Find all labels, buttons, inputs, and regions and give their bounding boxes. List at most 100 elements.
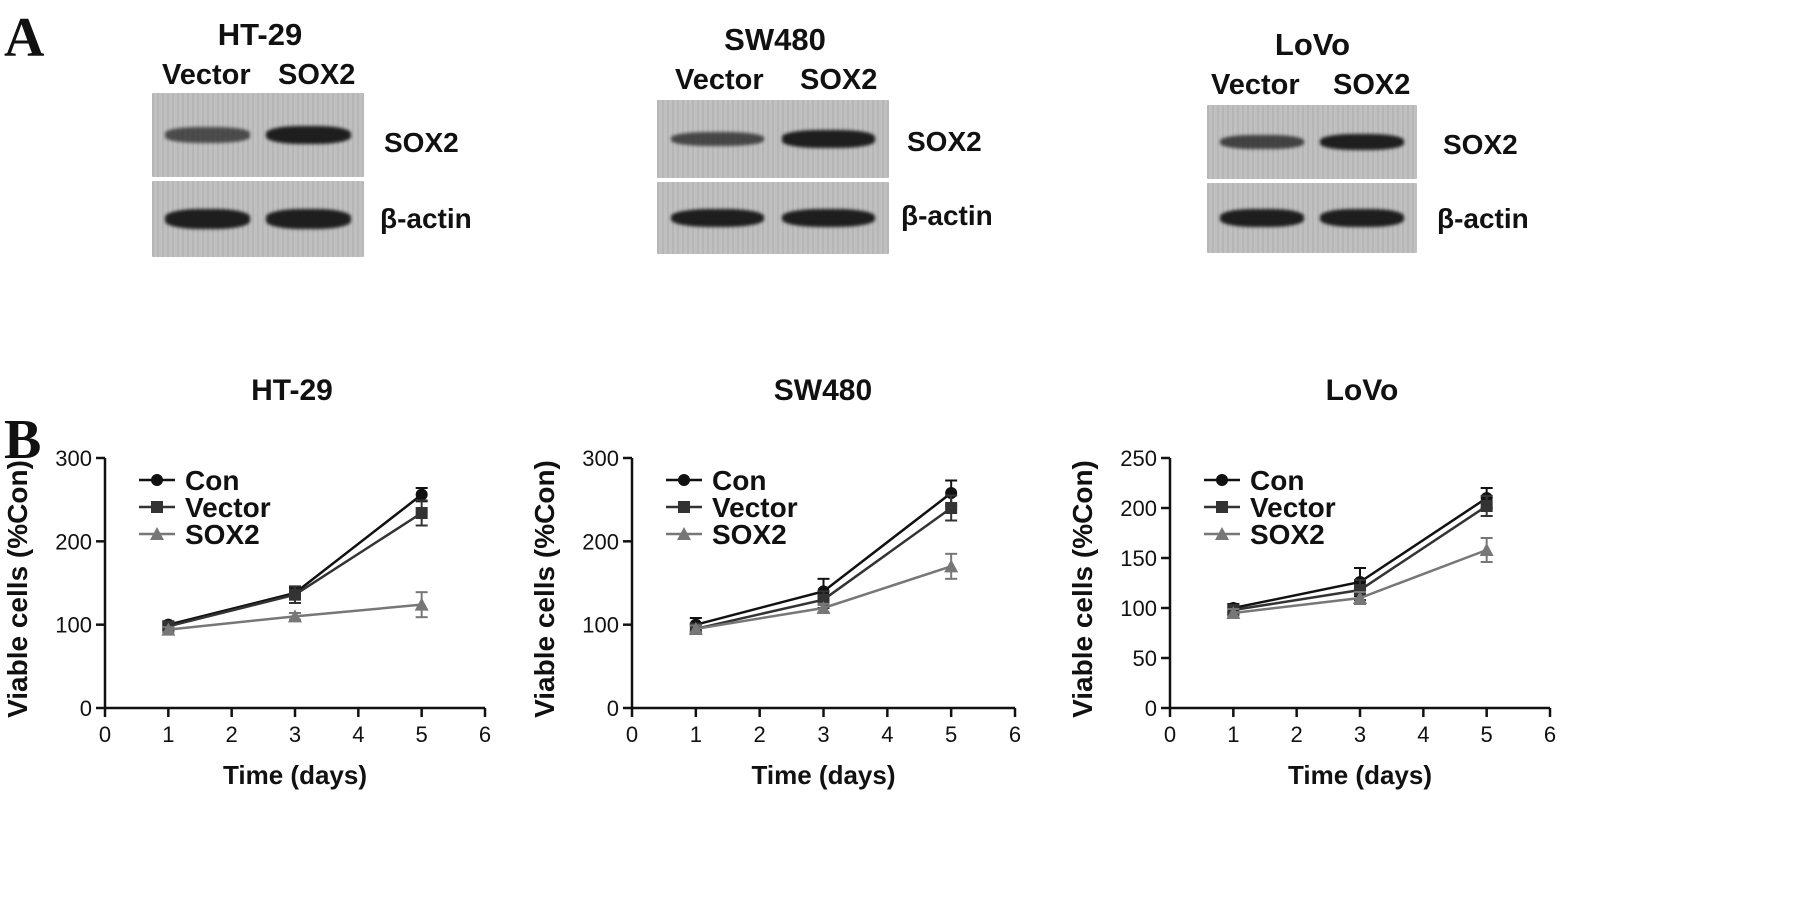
data-point-vector <box>1480 500 1493 512</box>
x-tick-label: 5 <box>945 722 957 747</box>
data-point-sox2 <box>1479 543 1494 556</box>
blot-strip-sox2 <box>1207 105 1417 179</box>
data-point-vector <box>415 507 428 519</box>
x-tick-label: 2 <box>1291 722 1303 747</box>
data-point-sox2 <box>816 601 831 614</box>
x-tick-label: 4 <box>1417 722 1429 747</box>
y-tick-label: 150 <box>1120 546 1157 571</box>
x-tick-label: 0 <box>99 722 111 747</box>
data-point-vector <box>817 593 830 606</box>
y-tick-label: 200 <box>582 529 619 554</box>
chart-sw480: SW480 0 1 2 3 4 5 6 0 100 200 300 Time (days) Viable … <box>529 374 1021 790</box>
legend-label-con: Con <box>185 465 239 496</box>
band-label-sox2: SOX2 <box>907 126 982 157</box>
data-point-sox2 <box>1353 591 1367 604</box>
x-tick-label: 4 <box>881 722 893 747</box>
actin-band-vector <box>1219 208 1304 228</box>
legend-marker-vector <box>151 501 163 513</box>
x-tick-label: 0 <box>1164 722 1176 747</box>
data-point-con <box>415 488 428 501</box>
x-tick-label: 6 <box>1009 722 1021 747</box>
chart-title: LoVo <box>1326 374 1399 407</box>
legend-label-sox2: SOX2 <box>185 519 260 550</box>
lane-label-sox2: SOX2 <box>800 64 878 96</box>
blot-strip-actin <box>152 181 364 257</box>
blot-strip-sox2 <box>152 93 364 177</box>
y-tick-label: 250 <box>1120 446 1157 471</box>
legend-marker-sox2 <box>677 527 691 540</box>
data-point-vector <box>289 588 301 601</box>
legend-label-con: Con <box>712 465 766 496</box>
blot-strip-sox2 <box>657 100 889 178</box>
lane-label-vector: Vector <box>162 59 251 91</box>
x-tick-label: 2 <box>226 722 238 747</box>
sox2-band-sox2 <box>1320 133 1405 151</box>
actin-band-sox2 <box>782 208 876 228</box>
band-label-actin: β-actin <box>380 203 472 234</box>
legend-label-vector: Vector <box>1250 492 1336 523</box>
sox2-band-vector <box>1219 134 1304 149</box>
western-blot-lovo: LoVo Vector SOX2 SOX2 β-actin <box>1205 25 1565 325</box>
x-tick-label: 6 <box>479 722 491 747</box>
sox2-band-sox2 <box>782 130 876 148</box>
lane-label-sox2: SOX2 <box>278 59 356 91</box>
y-tick-label: 50 <box>1133 646 1157 671</box>
actin-band-vector <box>164 209 250 229</box>
x-tick-label: 5 <box>1481 722 1493 747</box>
x-tick-label: 1 <box>162 722 174 747</box>
y-axis-label: Viable cells (%Con) <box>529 460 560 718</box>
blot-title: SW480 <box>724 22 826 57</box>
blot-strip-actin <box>657 182 889 254</box>
actin-band-sox2 <box>1320 208 1405 228</box>
x-axis-label: Time (days) <box>751 760 895 790</box>
x-axis-label: Time (days) <box>223 760 367 790</box>
data-point-sox2 <box>414 597 429 611</box>
x-tick-label: 2 <box>754 722 766 747</box>
y-tick-label: 300 <box>582 446 619 471</box>
actin-band-sox2 <box>266 209 352 229</box>
data-point-sox2 <box>161 622 176 636</box>
y-tick-label: 0 <box>1145 696 1157 721</box>
blot-strip-actin <box>1207 183 1417 253</box>
x-tick-label: 1 <box>690 722 702 747</box>
y-tick-label: 0 <box>80 696 92 721</box>
data-point-sox2 <box>1226 606 1241 619</box>
y-tick-label: 0 <box>607 696 619 721</box>
y-tick-label: 100 <box>582 613 619 638</box>
legend-label-sox2: SOX2 <box>1250 519 1325 550</box>
chart-ht-29: HT-29 0 1 2 3 4 5 6 0 100 200 300 Time (days) Viable … <box>2 374 491 790</box>
legend-marker-con <box>678 474 690 486</box>
band-label-actin: β-actin <box>1437 203 1529 234</box>
data-point-sox2 <box>944 559 959 573</box>
panel-label-a: A <box>4 7 45 69</box>
lane-label-vector: Vector <box>1211 69 1300 101</box>
legend-label-con: Con <box>1250 465 1304 496</box>
legend-marker-con <box>151 474 163 486</box>
y-tick-label: 200 <box>1120 496 1157 521</box>
x-tick-label: 3 <box>1354 722 1366 747</box>
band-label-sox2: SOX2 <box>384 127 459 158</box>
actin-band-vector <box>670 208 764 228</box>
band-label-actin: β-actin <box>901 200 993 231</box>
chart-lovo: LoVo 0 1 2 3 4 5 6 0 50 100 150 200 250 Time (days) Via… <box>1067 374 1556 790</box>
y-tick-label: 200 <box>55 529 92 554</box>
sox2-band-vector <box>670 131 764 147</box>
chart-title: SW480 <box>774 374 872 407</box>
x-tick-label: 0 <box>626 722 638 747</box>
x-tick-label: 5 <box>416 722 428 747</box>
y-axis-label: Viable cells (%Con) <box>2 460 33 718</box>
x-axis-label: Time (days) <box>1288 760 1432 790</box>
data-point-sox2 <box>288 609 302 623</box>
sox2-band-sox2 <box>266 125 352 145</box>
x-tick-label: 1 <box>1227 722 1239 747</box>
data-point-vector <box>945 502 958 514</box>
y-tick-label: 300 <box>55 446 92 471</box>
western-blot-sw480: SW480 Vector SOX2 SOX2 β-actin <box>655 20 1015 320</box>
legend-marker-vector <box>1216 501 1228 513</box>
legend-marker-sox2 <box>150 527 164 540</box>
band-label-sox2: SOX2 <box>1443 129 1518 160</box>
legend-label-sox2: SOX2 <box>712 519 787 550</box>
legend-marker-vector <box>678 501 690 513</box>
y-axis-label: Viable cells (%Con) <box>1067 460 1098 718</box>
